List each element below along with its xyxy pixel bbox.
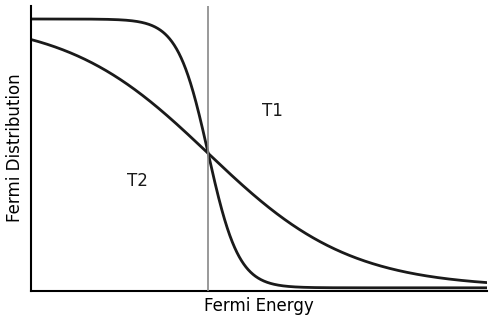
Text: T1: T1 [261,102,282,120]
X-axis label: Fermi Energy: Fermi Energy [204,298,314,316]
Y-axis label: Fermi Distribution: Fermi Distribution [5,74,24,222]
Text: T2: T2 [127,172,148,190]
